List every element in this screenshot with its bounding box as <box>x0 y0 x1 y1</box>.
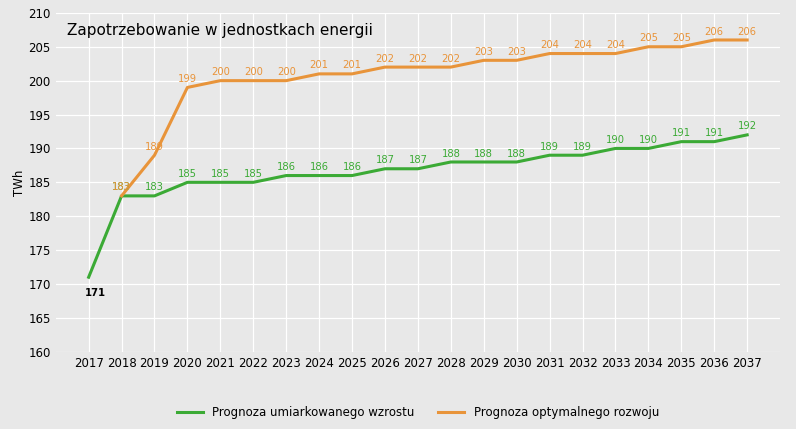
Text: 171: 171 <box>84 288 106 298</box>
Prognoza umiarkowanego wzrostu <box>282 173 291 178</box>
Text: 189: 189 <box>540 142 559 152</box>
Line: Prognoza umiarkowanego wzrostu: Prognoza umiarkowanego wzrostu <box>88 135 747 277</box>
Text: 202: 202 <box>408 54 427 63</box>
Prognoza optymalnego rozwoju <box>479 58 489 63</box>
Prognoza optymalnego rozwoju <box>182 85 192 90</box>
Prognoza umiarkowanego wzrostu <box>84 275 93 280</box>
Prognoza optymalnego rozwoju <box>216 78 225 83</box>
Text: 204: 204 <box>540 40 559 50</box>
Text: 191: 191 <box>704 128 724 138</box>
Prognoza umiarkowanego wzrostu <box>314 173 324 178</box>
Text: 183: 183 <box>112 182 131 193</box>
Prognoza umiarkowanego wzrostu <box>479 160 489 165</box>
Prognoza umiarkowanego wzrostu <box>677 139 686 144</box>
Text: 200: 200 <box>244 67 263 77</box>
Text: 204: 204 <box>606 40 625 50</box>
Text: 200: 200 <box>211 67 230 77</box>
Text: 206: 206 <box>738 27 757 36</box>
Prognoza optymalnego rozwoju <box>347 71 357 76</box>
Prognoza umiarkowanego wzrostu <box>248 180 258 185</box>
Text: 201: 201 <box>310 60 329 70</box>
Prognoza umiarkowanego wzrostu <box>544 153 554 158</box>
Text: 204: 204 <box>573 40 592 50</box>
Prognoza umiarkowanego wzrostu <box>117 193 127 199</box>
Prognoza optymalnego rozwoju <box>544 51 554 56</box>
Text: 187: 187 <box>376 155 395 165</box>
Prognoza umiarkowanego wzrostu <box>216 180 225 185</box>
Text: 183: 183 <box>145 182 164 193</box>
Prognoza umiarkowanego wzrostu <box>380 166 390 171</box>
Prognoza optymalnego rozwoju <box>314 71 324 76</box>
Text: 190: 190 <box>606 135 625 145</box>
Text: 202: 202 <box>441 54 460 63</box>
Text: 189: 189 <box>145 142 164 152</box>
Prognoza optymalnego rozwoju <box>150 153 159 158</box>
Y-axis label: TWh: TWh <box>13 169 25 196</box>
Text: 192: 192 <box>738 121 757 131</box>
Text: 185: 185 <box>178 169 197 179</box>
Line: Prognoza optymalnego rozwoju: Prognoza optymalnego rozwoju <box>122 40 747 196</box>
Text: 205: 205 <box>672 33 691 43</box>
Text: Zapotrzebowanie w jednostkach energii: Zapotrzebowanie w jednostkach energii <box>67 23 373 38</box>
Text: 188: 188 <box>442 148 460 159</box>
Text: 188: 188 <box>474 148 494 159</box>
Text: 185: 185 <box>244 169 263 179</box>
Text: 187: 187 <box>408 155 427 165</box>
Prognoza optymalnego rozwoju <box>611 51 620 56</box>
Text: 205: 205 <box>639 33 657 43</box>
Prognoza optymalnego rozwoju <box>644 44 654 49</box>
Text: 186: 186 <box>277 162 295 172</box>
Prognoza umiarkowanego wzrostu <box>611 146 620 151</box>
Prognoza umiarkowanego wzrostu <box>413 166 423 171</box>
Prognoza optymalnego rozwoju <box>117 193 127 199</box>
Text: 186: 186 <box>342 162 361 172</box>
Prognoza optymalnego rozwoju <box>512 58 521 63</box>
Prognoza umiarkowanego wzrostu <box>347 173 357 178</box>
Legend: Prognoza umiarkowanego wzrostu, Prognoza optymalnego rozwoju: Prognoza umiarkowanego wzrostu, Prognoza… <box>172 402 664 424</box>
Text: 203: 203 <box>474 47 494 57</box>
Prognoza optymalnego rozwoju <box>446 64 455 69</box>
Prognoza umiarkowanego wzrostu <box>644 146 654 151</box>
Text: 189: 189 <box>573 142 592 152</box>
Text: 206: 206 <box>704 27 724 36</box>
Text: 190: 190 <box>639 135 657 145</box>
Prognoza optymalnego rozwoju <box>743 37 752 42</box>
Prognoza optymalnego rozwoju <box>578 51 587 56</box>
Text: 183: 183 <box>112 182 131 193</box>
Prognoza optymalnego rozwoju <box>413 64 423 69</box>
Prognoza umiarkowanego wzrostu <box>709 139 719 144</box>
Text: 203: 203 <box>507 47 526 57</box>
Prognoza optymalnego rozwoju <box>380 64 390 69</box>
Prognoza umiarkowanego wzrostu <box>446 160 455 165</box>
Prognoza optymalnego rozwoju <box>677 44 686 49</box>
Prognoza optymalnego rozwoju <box>282 78 291 83</box>
Prognoza umiarkowanego wzrostu <box>182 180 192 185</box>
Text: 188: 188 <box>507 148 526 159</box>
Text: 202: 202 <box>376 54 395 63</box>
Prognoza umiarkowanego wzrostu <box>578 153 587 158</box>
Text: 185: 185 <box>211 169 230 179</box>
Text: 199: 199 <box>178 74 197 84</box>
Prognoza optymalnego rozwoju <box>248 78 258 83</box>
Text: 201: 201 <box>342 60 361 70</box>
Text: 186: 186 <box>310 162 329 172</box>
Text: 191: 191 <box>672 128 691 138</box>
Prognoza umiarkowanego wzrostu <box>512 160 521 165</box>
Text: 200: 200 <box>277 67 295 77</box>
Prognoza umiarkowanego wzrostu <box>743 132 752 137</box>
Prognoza optymalnego rozwoju <box>709 37 719 42</box>
Prognoza umiarkowanego wzrostu <box>150 193 159 199</box>
